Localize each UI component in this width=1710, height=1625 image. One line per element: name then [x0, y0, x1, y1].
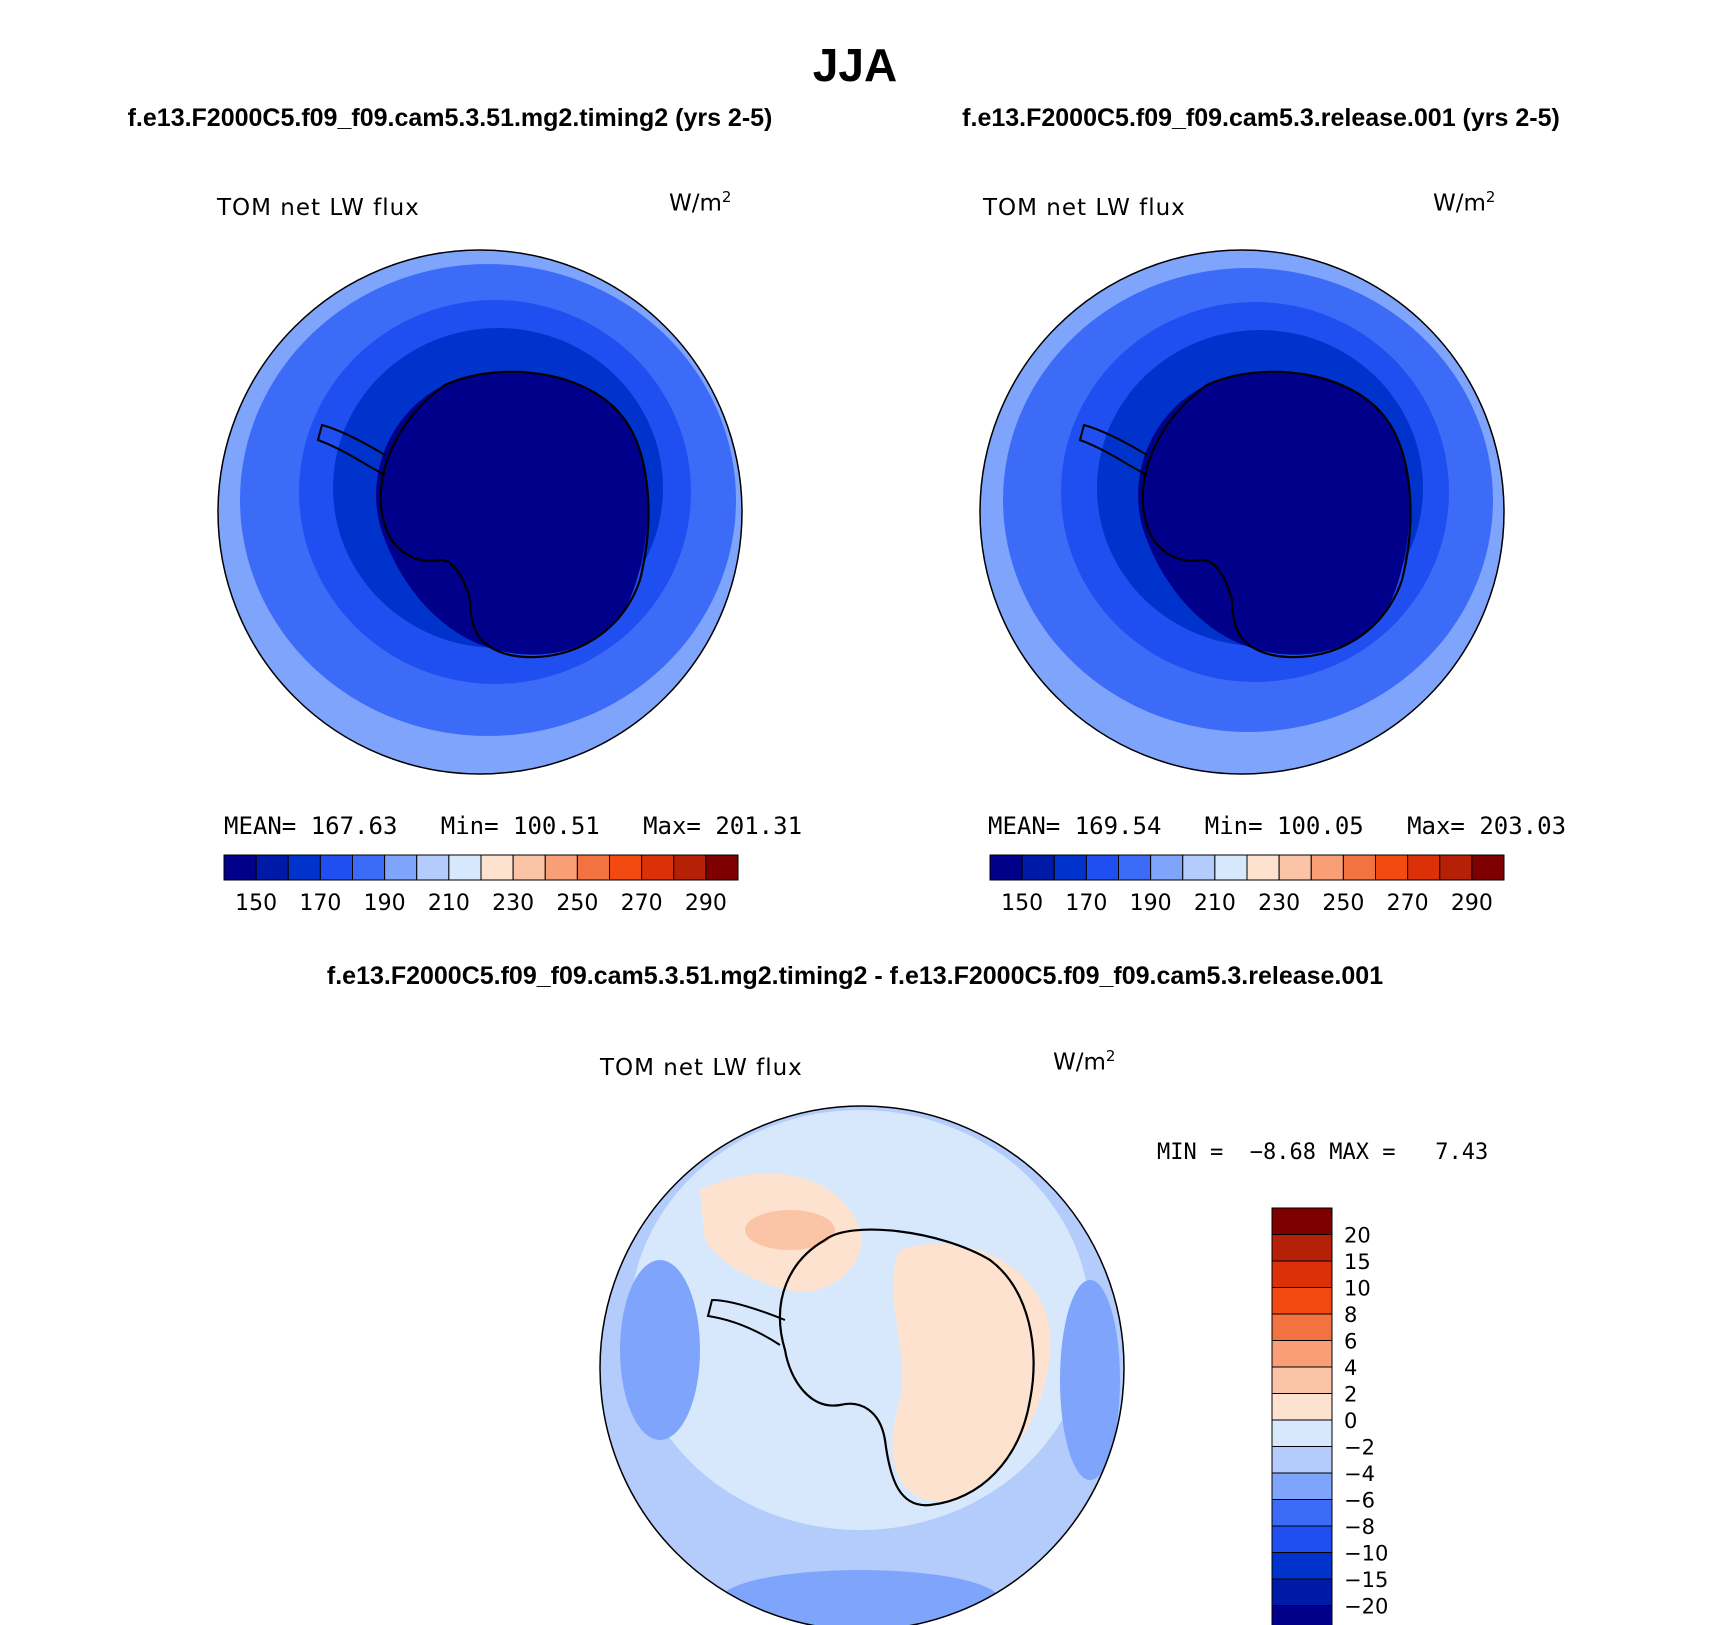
panel1-colorbar-swatch — [544, 854, 578, 881]
panel1-colorbar-swatch — [223, 854, 257, 881]
panel1-colorbar-swatch — [287, 854, 321, 881]
panel2-case-title: f.e13.F2000C5.f09_f09.cam5.3.release.001… — [962, 104, 1560, 132]
diff-colorbar-swatch — [1271, 1472, 1333, 1500]
panel2-colorbar-swatch — [1342, 854, 1376, 881]
diff-colorbar-tick-label: 2 — [1344, 1383, 1357, 1407]
panel2-field-label: TOM net LW flux — [983, 195, 1186, 221]
panel2-polar-map — [979, 249, 1505, 775]
panel2-colorbar-swatch — [1182, 854, 1216, 881]
panel2-colorbar-swatch — [1246, 854, 1280, 881]
diff-colorbar-swatch — [1271, 1260, 1333, 1288]
diff-colorbar-swatch — [1271, 1419, 1333, 1447]
diff-colorbar-swatch — [1271, 1446, 1333, 1474]
diff-colorbar-swatch — [1271, 1552, 1333, 1580]
diff-colorbar-tick-label: 0 — [1344, 1409, 1357, 1433]
diff-field-label: TOM net LW flux — [600, 1055, 803, 1081]
panel2-colorbar-swatch — [1278, 854, 1312, 881]
panel2-colorbar-swatch — [989, 854, 1023, 881]
diff-polar-map — [599, 1105, 1125, 1625]
panel1-colorbar-swatch — [673, 854, 707, 881]
diff-colorbar-swatch — [1271, 1605, 1333, 1625]
panel1-units: W/m2 — [669, 188, 732, 217]
diff-colorbar-swatch — [1271, 1525, 1333, 1553]
panel1-colorbar: 150 170 190 210 230 250 270 290 — [223, 854, 739, 916]
panel1-stats: MEAN= 167.63 Min= 100.51 Max= 201.31 — [224, 812, 803, 840]
diff-case-title: f.e13.F2000C5.f09_f09.cam5.3.51.mg2.timi… — [326, 962, 1384, 990]
panel2-colorbar-tick-label: 190 — [1130, 891, 1172, 916]
panel2-colorbar-tick-label: 210 — [1194, 891, 1236, 916]
panel2-colorbar-swatch — [1085, 854, 1119, 881]
panel2-colorbar-tick-label: 250 — [1322, 891, 1364, 916]
panel2-colorbar-swatch — [1214, 854, 1248, 881]
panel1-colorbar-swatch — [416, 854, 450, 881]
panel1-case-title: f.e13.F2000C5.f09_f09.cam5.3.51.mg2.timi… — [127, 104, 773, 132]
panel2-colorbar-swatch — [1021, 854, 1055, 881]
diff-colorbar-tick-label: 4 — [1344, 1356, 1357, 1380]
panel1-colorbar-tick-label: 170 — [299, 891, 341, 916]
panel1-colorbar-swatch — [319, 854, 353, 881]
panel1-colorbar-swatch — [705, 854, 739, 881]
panel1-polar-map — [217, 249, 743, 775]
panel1-colorbar-swatch — [480, 854, 514, 881]
panel2-colorbar-tick-label: 290 — [1451, 891, 1493, 916]
panel1-colorbar-tick-label: 270 — [621, 891, 663, 916]
figure-title: JJA — [812, 39, 898, 91]
panel2-colorbar-swatch — [1150, 854, 1184, 881]
panel2-colorbar-tick-label: 270 — [1387, 891, 1429, 916]
panel1-colorbar-swatch — [609, 854, 643, 881]
diff-units: W/m2 — [1053, 1047, 1116, 1076]
diff-colorbar-tick-label: 6 — [1344, 1330, 1357, 1354]
panel2-colorbar-swatch — [1118, 854, 1152, 881]
diff-colorbar-swatch — [1271, 1234, 1333, 1262]
diff-colorbar-tick-label: 15 — [1344, 1250, 1371, 1274]
diff-colorbar-swatch — [1271, 1287, 1333, 1315]
diff-colorbar-tick-label: −10 — [1344, 1542, 1388, 1566]
panel1-colorbar-swatch — [512, 854, 546, 881]
panel1-colorbar-tick-label: 190 — [364, 891, 406, 916]
panel1-colorbar-swatch — [576, 854, 610, 881]
diff-colorbar-swatch — [1271, 1393, 1333, 1421]
panel1-colorbar-tick-label: 290 — [685, 891, 727, 916]
diff-colorbar-swatch — [1271, 1340, 1333, 1368]
panel1-field-label: TOM net LW flux — [217, 195, 420, 221]
panel1-colorbar-tick-label: 210 — [428, 891, 470, 916]
diff-colorbar-tick-label: −15 — [1344, 1568, 1388, 1592]
panel2-colorbar-tick-label: 170 — [1065, 891, 1107, 916]
panel2-colorbar-swatch — [1053, 854, 1087, 881]
panel2-colorbar-swatch — [1471, 854, 1505, 881]
panel1-colorbar-swatch — [448, 854, 482, 881]
panel2-colorbar-tick-label: 150 — [1001, 891, 1043, 916]
panel2-colorbar-tick-label: 230 — [1258, 891, 1300, 916]
panel1-colorbar-swatch — [255, 854, 289, 881]
diff-colorbar-tick-label: −8 — [1344, 1515, 1375, 1539]
diff-colorbar-tick-label: 8 — [1344, 1303, 1357, 1327]
diff-colorbar-tick-label: 10 — [1344, 1277, 1371, 1301]
diff-colorbar-tick-label: −20 — [1344, 1595, 1388, 1619]
diff-colorbar-swatch — [1271, 1207, 1333, 1235]
diff-colorbar-swatch — [1271, 1366, 1333, 1394]
diff-colorbar-tick-label: −6 — [1344, 1489, 1375, 1513]
panel2-colorbar-swatch — [1407, 854, 1441, 881]
panel1-colorbar-tick-label: 250 — [556, 891, 598, 916]
diff-minmax: MIN = −8.68 MAX = 7.43 — [1157, 1140, 1489, 1165]
panel2-colorbar: 150 170 190 210 230 250 270 290 — [989, 854, 1505, 916]
panel2-stats: MEAN= 169.54 Min= 100.05 Max= 203.03 — [988, 812, 1567, 840]
diff-colorbar-tick-label: −4 — [1344, 1462, 1375, 1486]
panel1-colorbar-tick-label: 150 — [235, 891, 277, 916]
panel1-colorbar-swatch — [384, 854, 418, 881]
panel1-colorbar-tick-label: 230 — [492, 891, 534, 916]
panel1-colorbar-swatch — [352, 854, 386, 881]
panel2-colorbar-swatch — [1310, 854, 1344, 881]
diff-colorbar-swatch — [1271, 1499, 1333, 1527]
panel2-colorbar-swatch — [1375, 854, 1409, 881]
panel2-units: W/m2 — [1433, 188, 1496, 217]
diff-colorbar-tick-label: 20 — [1344, 1224, 1371, 1248]
diff-colorbar-tick-label: −2 — [1344, 1436, 1375, 1460]
diff-colorbar-swatch — [1271, 1578, 1333, 1606]
diff-colorbar-swatch — [1271, 1313, 1333, 1341]
panel2-colorbar-swatch — [1439, 854, 1473, 881]
panel1-colorbar-swatch — [641, 854, 675, 881]
